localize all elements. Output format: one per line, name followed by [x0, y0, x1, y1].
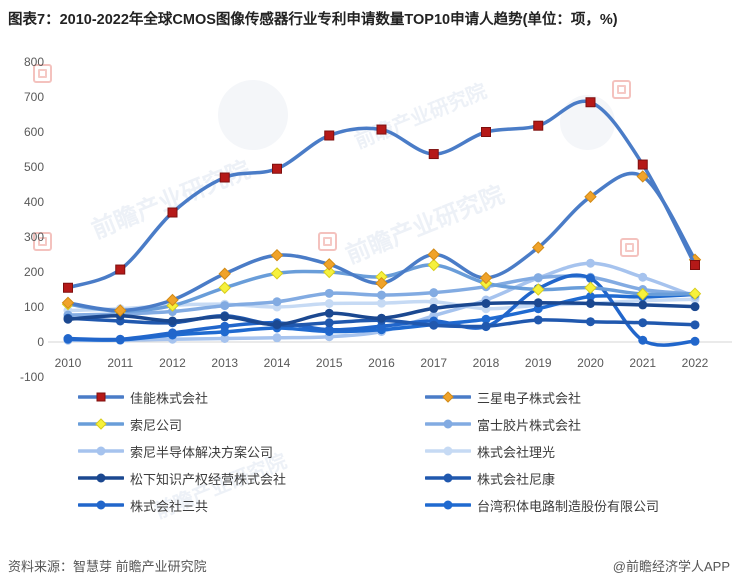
- svg-text:2020: 2020: [577, 356, 604, 370]
- svg-text:-100: -100: [20, 370, 44, 384]
- legend-label: 株式会社三共: [130, 498, 209, 514]
- svg-text:2016: 2016: [368, 356, 395, 370]
- svg-text:2017: 2017: [420, 356, 447, 370]
- circle-marker-icon: [78, 500, 124, 510]
- legend-item: 索尼半导体解决方案公司: [78, 444, 425, 460]
- legend-label: 富士胶片株式会社: [477, 417, 582, 433]
- legend-item: 索尼公司: [78, 417, 425, 433]
- legend-item: 佳能株式会社: [78, 390, 425, 406]
- svg-text:100: 100: [24, 300, 44, 314]
- legend-label: 索尼半导体解决方案公司: [130, 444, 274, 460]
- svg-text:500: 500: [24, 160, 44, 174]
- circle-marker-icon: [425, 419, 471, 429]
- svg-text:2010: 2010: [55, 356, 82, 370]
- svg-text:2015: 2015: [316, 356, 343, 370]
- diamond-marker-icon: [78, 418, 124, 430]
- legend-item: 三星电子株式会社: [425, 390, 659, 406]
- source-note: 资料来源：智慧芽 前瞻产业研究院: [8, 559, 207, 574]
- legend-label: 松下知识产权经营株式会社: [130, 471, 287, 487]
- svg-text:2012: 2012: [159, 356, 186, 370]
- diamond-marker-icon: [425, 391, 471, 403]
- square-marker-icon: [78, 392, 124, 402]
- svg-text:2014: 2014: [264, 356, 291, 370]
- legend-item: 松下知识产权经营株式会社: [78, 471, 425, 487]
- circle-marker-icon: [78, 473, 124, 483]
- legend-item: 株式会社三共: [78, 498, 425, 514]
- legend-label: 台湾积体电路制造股份有限公司: [477, 498, 660, 514]
- svg-text:2018: 2018: [473, 356, 500, 370]
- legend-item: 株式会社理光: [425, 444, 659, 460]
- chart-title: 图表7：2010-2022年全球CMOS图像传感器行业专利申请数量TOP10申请…: [8, 12, 618, 28]
- legend-item: 株式会社尼康: [425, 471, 659, 487]
- svg-text:800: 800: [24, 55, 44, 69]
- svg-text:0: 0: [37, 335, 44, 349]
- legend-label: 株式会社理光: [477, 444, 556, 460]
- svg-text:2011: 2011: [107, 356, 133, 370]
- svg-text:200: 200: [24, 265, 44, 279]
- svg-text:300: 300: [24, 230, 44, 244]
- circle-marker-icon: [425, 446, 471, 456]
- circle-marker-icon: [425, 500, 471, 510]
- legend-item: 台湾积体电路制造股份有限公司: [425, 498, 660, 514]
- svg-text:2022: 2022: [682, 356, 709, 370]
- legend-label: 佳能株式会社: [130, 390, 209, 406]
- trend-chart: 800 700 600 500 400 300 200 100 0 -100 2010 2011 201…: [20, 55, 732, 384]
- svg-text:2013: 2013: [211, 356, 238, 370]
- legend-label: 株式会社尼康: [477, 471, 556, 487]
- legend-label: 索尼公司: [130, 417, 183, 433]
- chart-legend: 佳能株式会社 索尼公司索尼半导体解决方案公司 松下知识产权经营株式会社 株式会社三共 三…: [78, 390, 660, 514]
- svg-text:400: 400: [24, 195, 44, 209]
- svg-text:2021: 2021: [629, 356, 656, 370]
- legend-label: 三星电子株式会社: [477, 390, 582, 406]
- circle-marker-icon: [425, 473, 471, 483]
- circle-marker-icon: [78, 446, 124, 456]
- credit-note: @前瞻经济学人APP: [612, 559, 730, 574]
- svg-text:700: 700: [24, 90, 44, 104]
- svg-text:600: 600: [24, 125, 44, 139]
- svg-text:2019: 2019: [525, 356, 552, 370]
- legend-item: 富士胶片株式会社: [425, 417, 659, 433]
